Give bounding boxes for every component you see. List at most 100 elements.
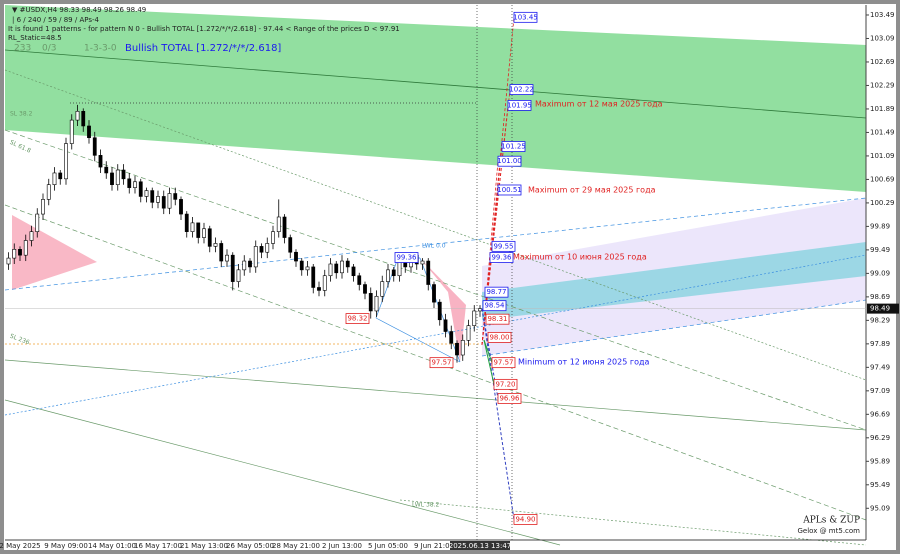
candle-body (173, 193, 178, 200)
candle-body (328, 263, 333, 277)
candle-body (127, 178, 132, 188)
y-tick-label: 102.69 (870, 58, 895, 66)
candle-body (426, 260, 431, 285)
x-tick-label: 26 May 05:00 (226, 542, 274, 550)
candle-body (81, 110, 86, 127)
y-tick-label: 95.49 (870, 481, 890, 489)
level-box (497, 184, 522, 196)
fib-label: LWL 38.2 (412, 502, 440, 509)
candle-body (345, 260, 350, 268)
candle-body (75, 110, 80, 121)
y-tick-label: 96.29 (870, 434, 890, 442)
y-tick-label: 96.69 (870, 410, 890, 418)
x-tick-label: 9 Jun 21:00 (414, 542, 454, 550)
x-tick-label: 16 May 17:00 (134, 542, 182, 550)
candle-body (12, 249, 17, 259)
candle-body (432, 284, 436, 303)
candle-body (236, 269, 241, 282)
y-tick-label: 97.49 (870, 363, 890, 371)
candle-body (202, 228, 206, 238)
candle-body (253, 246, 258, 268)
candle-body (271, 231, 275, 244)
candle-body (334, 263, 339, 274)
level-label: 97.57 (493, 359, 513, 367)
level-label: 98.00 (489, 333, 509, 341)
green-channel (5, 5, 866, 192)
candle-body (299, 260, 304, 271)
channel-line (4, 49, 867, 119)
status: 0/3 (42, 44, 56, 54)
level-label: 102.22 (509, 86, 534, 94)
y-tick-label: 100.69 (870, 175, 895, 183)
blue-band (482, 242, 866, 320)
fib-label: LWL 0.0 (422, 243, 446, 250)
candle-body (305, 266, 310, 271)
candle-body (294, 251, 298, 262)
candle-body (29, 231, 34, 241)
candle-body (259, 246, 264, 253)
candle-body (110, 172, 114, 186)
level-box (491, 240, 516, 252)
fan-line (481, 308, 515, 520)
candle-body (92, 137, 97, 156)
y-tick-label: 99.09 (870, 269, 890, 277)
annotation: Maximum от 12 мая 2025 года (535, 100, 663, 109)
candle-body (156, 196, 160, 203)
level-label: 98.77 (486, 288, 506, 296)
candle-body (46, 184, 51, 200)
level-box (487, 331, 512, 343)
candle-body (207, 228, 212, 247)
candle-body (133, 181, 137, 188)
candle-body (121, 169, 126, 180)
candle-body (276, 216, 281, 232)
level-label: 99.55 (493, 242, 513, 250)
x-tick-label: 2 Jun 13:00 (322, 542, 362, 550)
level-box (497, 393, 522, 404)
candle-body (242, 260, 247, 271)
candle-body (340, 260, 344, 274)
candle-body (391, 269, 396, 277)
candle-body (64, 143, 68, 180)
level-label: 101.95 (507, 101, 532, 109)
header-line: It is found 1 patterns - for pattern N 0… (8, 25, 400, 33)
candle-body (6, 257, 11, 265)
annotation: Minimum от 12 июня 2025 года (518, 358, 649, 367)
candle-body (322, 275, 327, 291)
x-tick-label: 9 May 09:00 (44, 542, 88, 550)
candle-body (225, 254, 229, 262)
candle-body (449, 331, 454, 344)
candle-body (167, 193, 172, 209)
candle-body (161, 196, 166, 209)
level-label: 99.36 (491, 254, 512, 262)
x-tick-label: 28 May 21:00 (272, 542, 320, 550)
level-label: 103.45 (513, 13, 538, 21)
y-tick-label: 98.29 (870, 316, 890, 324)
y-tick-label: 101.89 (870, 105, 895, 113)
header-line: | 6 / 240 / 59 / 89 / APs-4 (12, 16, 100, 24)
candle-body (179, 199, 183, 215)
candle-body (41, 199, 45, 215)
candle-body (368, 293, 373, 312)
x-tick-label: 5 Jun 05:00 (368, 542, 408, 550)
candle-body (18, 249, 22, 256)
pattern-name: Bullish TOTAL [1.272/*/*/2.618] (125, 43, 281, 54)
level-box (513, 514, 538, 525)
candle-body (104, 166, 109, 174)
candle-body (374, 295, 379, 312)
level-label: 101.25 (501, 143, 526, 151)
candle-body (466, 325, 471, 341)
level-box (507, 100, 532, 111)
level-box (489, 252, 514, 263)
current-price: 98.49 (870, 305, 890, 313)
level-box (493, 378, 518, 390)
level-box (482, 300, 507, 312)
candle-body (437, 301, 442, 321)
candle-body (98, 155, 103, 168)
candle-body (460, 340, 465, 356)
candle-body (317, 287, 321, 291)
candle-body (213, 243, 218, 247)
y-tick-label: 103.09 (870, 34, 895, 42)
status: 233 (14, 44, 31, 54)
y-tick-label: 102.29 (870, 81, 895, 89)
level-box (484, 286, 509, 298)
